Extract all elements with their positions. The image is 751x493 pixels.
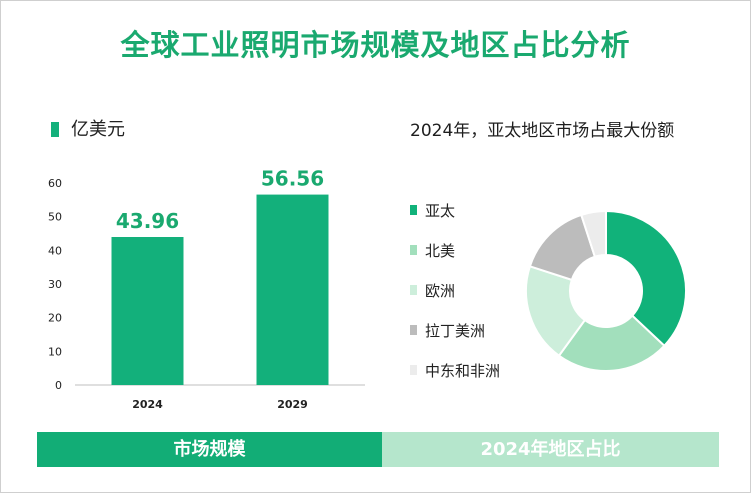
y-tick-label: 20 xyxy=(48,312,62,325)
pie-chart-title: 2024年，亚太地区市场占最大份额 xyxy=(410,121,675,141)
pie-slice-5 xyxy=(580,209,607,259)
x-tick-label: 2029 xyxy=(277,398,308,411)
footer-market-size: 市场规模 xyxy=(37,432,382,467)
legend-item: 亚太 xyxy=(410,200,500,240)
bar-value-label: 56.56 xyxy=(261,167,324,191)
bar-2029 xyxy=(256,194,329,385)
legend-label: 中东和非洲 xyxy=(425,362,501,380)
legend-item: 拉丁美洲 xyxy=(410,320,500,360)
y-tick-label: 0 xyxy=(55,379,62,392)
page-title: 全球工业照明市场规模及地区占比分析 xyxy=(120,28,631,62)
legend-swatch xyxy=(410,365,417,375)
unit-label: 亿美元 xyxy=(71,119,125,140)
legend-item: 中东和非洲 xyxy=(410,360,500,400)
y-tick-label: 10 xyxy=(48,345,62,358)
legend-label: 拉丁美洲 xyxy=(425,322,486,340)
legend-item: 北美 xyxy=(410,240,500,280)
bar-2024 xyxy=(111,237,184,385)
pie-legend: 亚太北美欧洲拉丁美洲中东和非洲 xyxy=(410,200,500,400)
y-tick-label: 60 xyxy=(48,177,62,190)
legend-label: 亚太 xyxy=(425,202,456,220)
legend-swatch xyxy=(410,285,417,295)
y-tick-label: 40 xyxy=(48,244,62,257)
legend-item: 欧洲 xyxy=(410,280,500,320)
legend-swatch xyxy=(410,205,417,215)
pie-slice-1 xyxy=(605,209,687,348)
legend-label: 欧洲 xyxy=(425,282,456,300)
footer-region-share: 2024年地区占比 xyxy=(382,432,719,467)
pie-slice-2 xyxy=(557,314,666,372)
legend-swatch xyxy=(410,245,417,255)
unit-swatch xyxy=(51,122,59,137)
bar-value-label: 43.96 xyxy=(116,209,179,233)
unit-legend: 亿美元 xyxy=(51,115,125,141)
y-tick-label: 30 xyxy=(48,278,62,291)
legend-swatch xyxy=(410,325,417,335)
legend-label: 北美 xyxy=(425,242,456,260)
x-tick-label: 2024 xyxy=(132,398,163,411)
y-tick-label: 50 xyxy=(48,211,62,224)
